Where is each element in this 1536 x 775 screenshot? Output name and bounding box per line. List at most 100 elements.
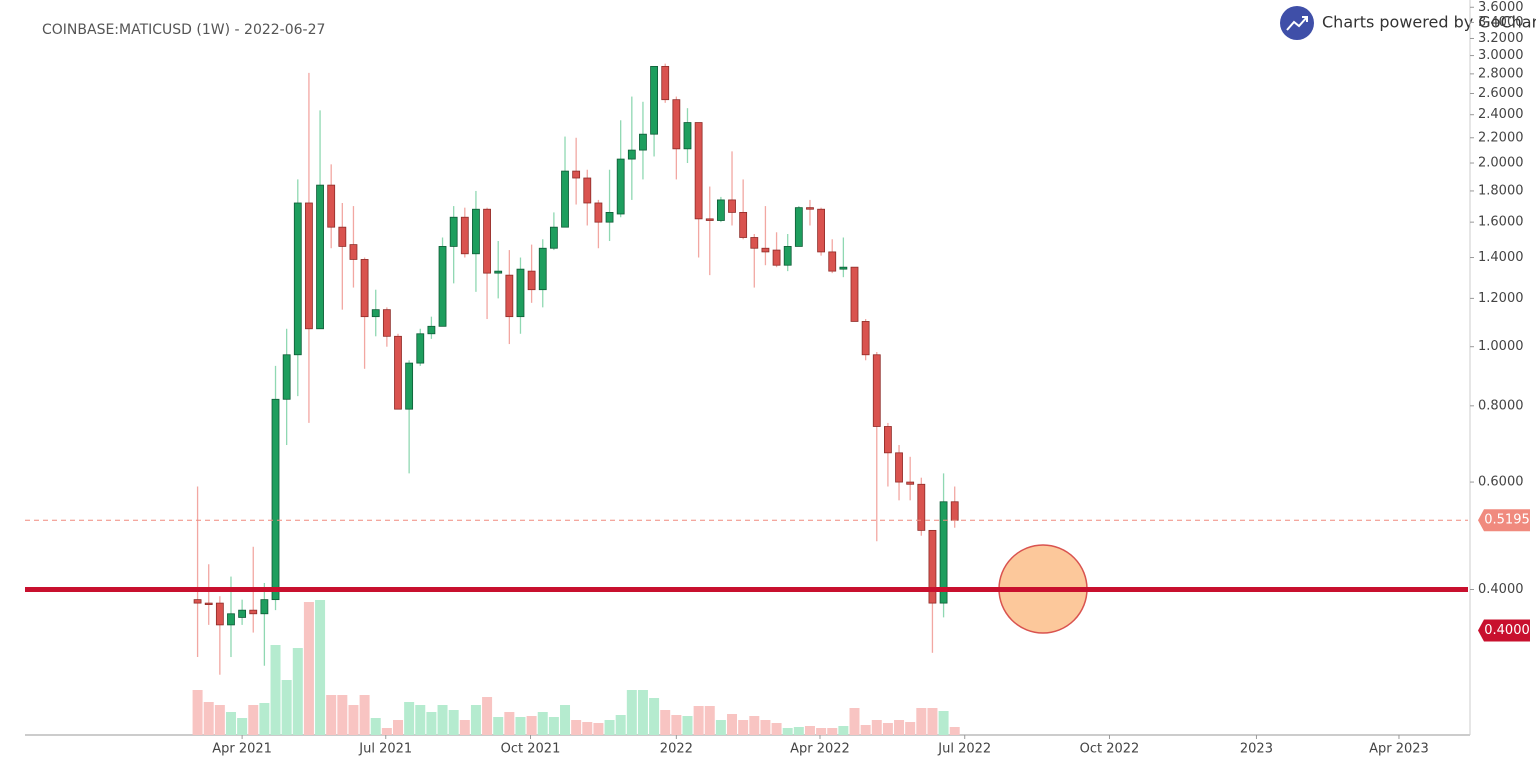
candle-body — [828, 251, 837, 272]
y-tick-label: 2.2000 — [1478, 130, 1524, 145]
volume-bar — [782, 728, 793, 735]
candle-body — [794, 207, 803, 247]
candle-body — [215, 602, 224, 626]
volume-bar — [259, 703, 270, 735]
volume-bar — [381, 728, 392, 735]
volume-bar — [816, 728, 827, 735]
candle-body — [338, 226, 347, 247]
branding: Charts powered by GoCharting — [1280, 6, 1536, 40]
candle-body — [260, 599, 269, 615]
candle-body — [360, 259, 369, 318]
volume-bar — [459, 720, 470, 735]
x-tick-label: Oct 2022 — [1080, 742, 1140, 757]
x-tick-label: Jul 2021 — [358, 742, 412, 757]
candle-body — [605, 211, 614, 223]
candle-body — [872, 354, 881, 427]
y-tick-label: 3.6000 — [1478, 0, 1524, 15]
candle-body — [516, 268, 525, 318]
candle-body — [305, 202, 313, 330]
volume-bar — [437, 705, 448, 735]
volume-bar — [192, 690, 203, 735]
volume-bar — [871, 720, 882, 735]
volume-bar — [682, 716, 693, 735]
candle-body — [549, 226, 558, 249]
candle-body — [382, 309, 391, 337]
candle-body — [594, 202, 603, 223]
candle-body — [917, 483, 926, 531]
candle-body — [449, 216, 458, 247]
candle-body — [427, 325, 436, 335]
candle-body — [750, 237, 759, 249]
candle-body — [672, 99, 681, 150]
volume-bar — [738, 720, 749, 735]
volume-bar — [793, 727, 804, 735]
x-tick-label: 2023 — [1240, 742, 1273, 757]
volume-bar — [203, 702, 214, 735]
candle-body — [650, 65, 658, 135]
volume-bar — [470, 705, 481, 735]
volume-bar — [804, 726, 815, 735]
chart-title: COINBASE:MATICUSD (1W) - 2022-06-27 — [42, 22, 325, 38]
volume-bar — [760, 720, 771, 735]
candle-body — [282, 354, 291, 400]
candle-body — [817, 208, 825, 253]
brand-text: Charts powered by GoCharting — [1322, 13, 1536, 32]
volume-bar — [537, 712, 548, 735]
x-tick-label: Jul 2022 — [937, 742, 991, 757]
candle-body — [527, 270, 536, 291]
candle-body — [394, 335, 402, 410]
volume-bar — [315, 600, 326, 735]
volume-bar — [938, 711, 949, 735]
price-badge-label: 0.4000 — [1484, 623, 1530, 638]
volume-bar — [626, 690, 637, 735]
y-tick-label: 2.8000 — [1478, 66, 1524, 81]
candle-body — [583, 177, 592, 204]
candle-body — [349, 244, 358, 260]
candle-body — [884, 426, 892, 454]
volume-bar — [949, 727, 960, 735]
volume-bar — [504, 712, 515, 735]
candle-body — [227, 613, 235, 626]
candle-body — [861, 321, 870, 356]
volume-bar — [292, 648, 303, 735]
volume-bar — [749, 716, 760, 735]
candle-body — [661, 65, 670, 101]
volume-bar — [704, 706, 715, 735]
x-tick-label: 2022 — [660, 742, 693, 757]
candle-body — [939, 501, 948, 604]
volume-bar — [849, 708, 860, 735]
candle-body — [950, 501, 959, 521]
x-tick-label: Apr 2023 — [1369, 742, 1429, 757]
volume-bar — [671, 715, 682, 735]
candle-body — [639, 133, 647, 151]
price-badge — [1478, 619, 1530, 642]
candle-body — [460, 216, 469, 255]
candle-body — [271, 398, 280, 601]
x-tick-label: Oct 2021 — [501, 742, 561, 757]
volume-bar — [326, 695, 337, 735]
volume-bar — [515, 717, 526, 735]
volume-bar — [548, 717, 559, 735]
y-tick-label: 1.8000 — [1478, 183, 1524, 198]
candle-body — [895, 452, 903, 483]
candle-body — [238, 609, 247, 618]
candle-body — [761, 247, 770, 253]
volume-bar — [894, 720, 905, 735]
y-tick-label: 0.8000 — [1478, 398, 1524, 413]
candle-body — [728, 199, 736, 213]
volume-bar — [281, 680, 292, 735]
y-tick-label: 1.6000 — [1478, 215, 1524, 230]
volume-bar — [660, 710, 671, 735]
candle-body — [494, 270, 503, 274]
candle-body — [739, 211, 748, 238]
volume-bar — [237, 718, 248, 735]
candle-body — [293, 202, 302, 356]
volume-bar — [771, 723, 782, 735]
candle-body — [772, 249, 781, 266]
y-tick-label: 1.4000 — [1478, 250, 1524, 265]
volume-bar — [225, 712, 236, 735]
x-tick-label: Apr 2022 — [790, 742, 850, 757]
price-badge-label: 0.5195 — [1484, 513, 1530, 528]
